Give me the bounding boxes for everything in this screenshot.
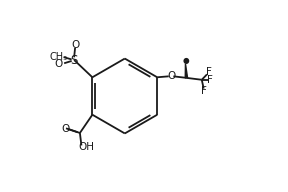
Polygon shape bbox=[185, 64, 187, 78]
Text: O: O bbox=[71, 40, 79, 50]
Text: F: F bbox=[201, 86, 207, 96]
Text: O: O bbox=[61, 123, 69, 134]
Text: O: O bbox=[55, 59, 63, 69]
Text: F: F bbox=[207, 75, 213, 85]
Text: S: S bbox=[71, 54, 78, 66]
Text: OH: OH bbox=[78, 142, 94, 152]
Text: ●: ● bbox=[183, 56, 189, 65]
Text: F: F bbox=[206, 67, 211, 78]
Text: CH₃: CH₃ bbox=[50, 51, 68, 62]
Text: O: O bbox=[167, 71, 175, 81]
